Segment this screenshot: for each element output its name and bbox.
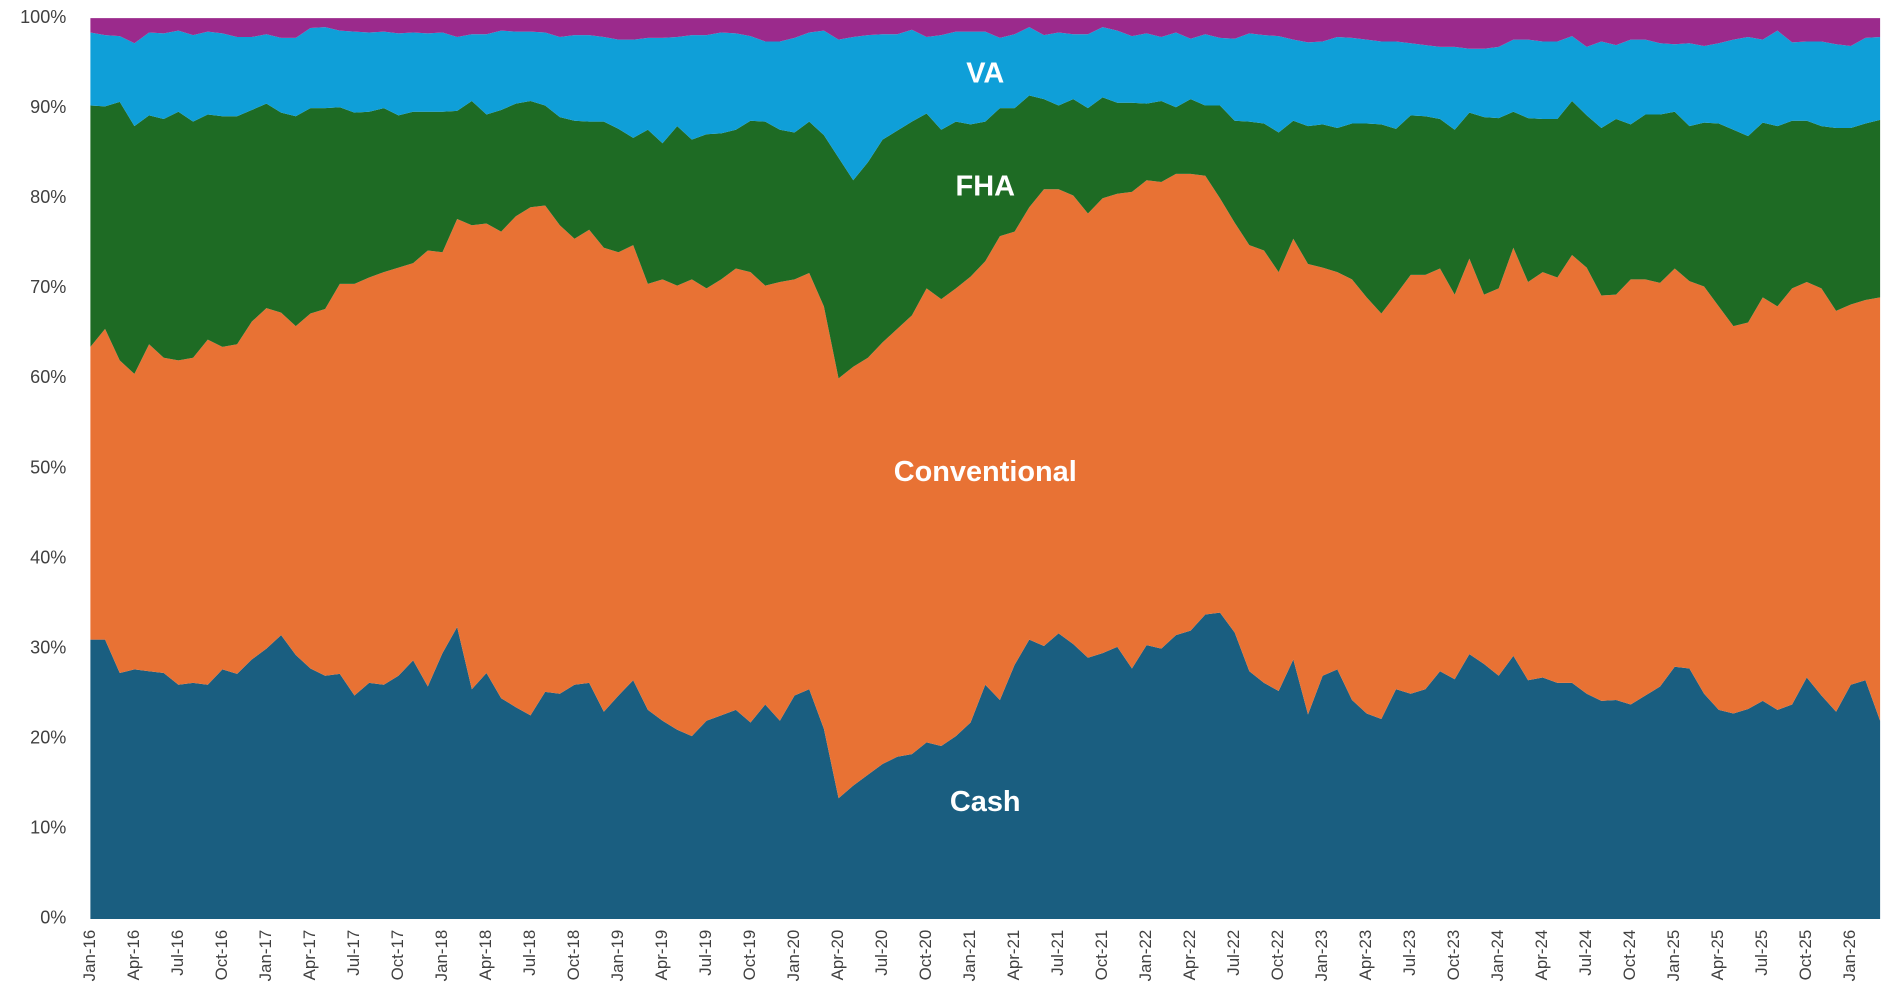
x-tick-label: Jul-25 <box>1752 930 1771 976</box>
x-tick-label: Oct-23 <box>1444 930 1463 981</box>
y-tick-label: 50% <box>30 457 66 477</box>
area <box>90 173 1881 799</box>
y-tick-label: 0% <box>40 908 66 928</box>
y-tick-label: 40% <box>30 547 66 567</box>
x-tick-label: Oct-19 <box>740 930 759 981</box>
series-label: Cash <box>950 786 1021 818</box>
y-tick-label: 60% <box>30 367 66 387</box>
x-tick-label: Apr-18 <box>476 930 495 981</box>
y-tick-label: 10% <box>30 818 66 838</box>
x-tick-label: Jul-21 <box>1048 930 1067 976</box>
area <box>90 18 1881 49</box>
x-tick-label: Oct-18 <box>564 930 583 981</box>
x-tick-label: Oct-17 <box>388 930 407 981</box>
x-tick-label: Apr-20 <box>828 930 847 981</box>
x-tick-label: Jan-19 <box>608 930 627 982</box>
x-tick-label: Jan-22 <box>1136 930 1155 982</box>
x-tick-label: Apr-23 <box>1356 930 1375 981</box>
x-tick-label: Jul-23 <box>1400 930 1419 976</box>
x-tick-label: Apr-16 <box>124 930 143 981</box>
x-tick-label: Jul-18 <box>520 930 539 976</box>
y-tick-label: 80% <box>30 187 66 207</box>
x-tick-label: Apr-25 <box>1708 930 1727 981</box>
x-tick-label: Jul-19 <box>696 930 715 976</box>
area <box>90 95 1881 379</box>
y-tick-label: 20% <box>30 728 66 748</box>
x-tick-label: Jan-25 <box>1664 930 1683 982</box>
x-tick-label: Jan-17 <box>256 930 275 982</box>
x-tick-label: Apr-21 <box>1004 930 1023 981</box>
x-tick-label: Apr-24 <box>1532 930 1551 981</box>
x-tick-label: Jan-26 <box>1840 930 1859 982</box>
x-tick-label: Oct-21 <box>1092 930 1111 981</box>
area <box>90 612 1881 919</box>
x-tick-label: Oct-20 <box>916 930 935 981</box>
x-tick-label: Apr-22 <box>1180 930 1199 981</box>
x-tick-label: Oct-16 <box>212 930 231 981</box>
area <box>90 27 1881 181</box>
y-tick-label: 100% <box>20 7 66 27</box>
y-tick-label: 70% <box>30 277 66 297</box>
x-tick-label: Jul-22 <box>1224 930 1243 976</box>
y-tick-label: 30% <box>30 637 66 657</box>
x-tick-label: Jul-17 <box>344 930 363 976</box>
x-tick-label: Jan-16 <box>80 930 99 982</box>
x-tick-label: Oct-25 <box>1796 930 1815 981</box>
x-tick-label: Oct-22 <box>1268 930 1287 981</box>
x-tick-label: Jul-16 <box>168 930 187 976</box>
x-tick-label: Jan-21 <box>960 930 979 982</box>
x-tick-label: Apr-19 <box>652 930 671 981</box>
x-tick-label: Apr-17 <box>300 930 319 981</box>
series-label: VA <box>966 57 1004 89</box>
x-tick-label: Jul-20 <box>872 930 891 976</box>
x-tick-label: Jan-20 <box>784 930 803 982</box>
y-tick-label: 90% <box>30 97 66 117</box>
x-tick-label: Jan-24 <box>1488 930 1507 982</box>
x-tick-label: Jan-18 <box>432 930 451 982</box>
series-label: FHA <box>956 171 1016 203</box>
x-tick-label: Jan-23 <box>1312 930 1331 982</box>
x-tick-label: Oct-24 <box>1620 930 1639 981</box>
x-tick-label: Jul-24 <box>1576 930 1595 976</box>
series-label: Conventional <box>894 456 1077 488</box>
